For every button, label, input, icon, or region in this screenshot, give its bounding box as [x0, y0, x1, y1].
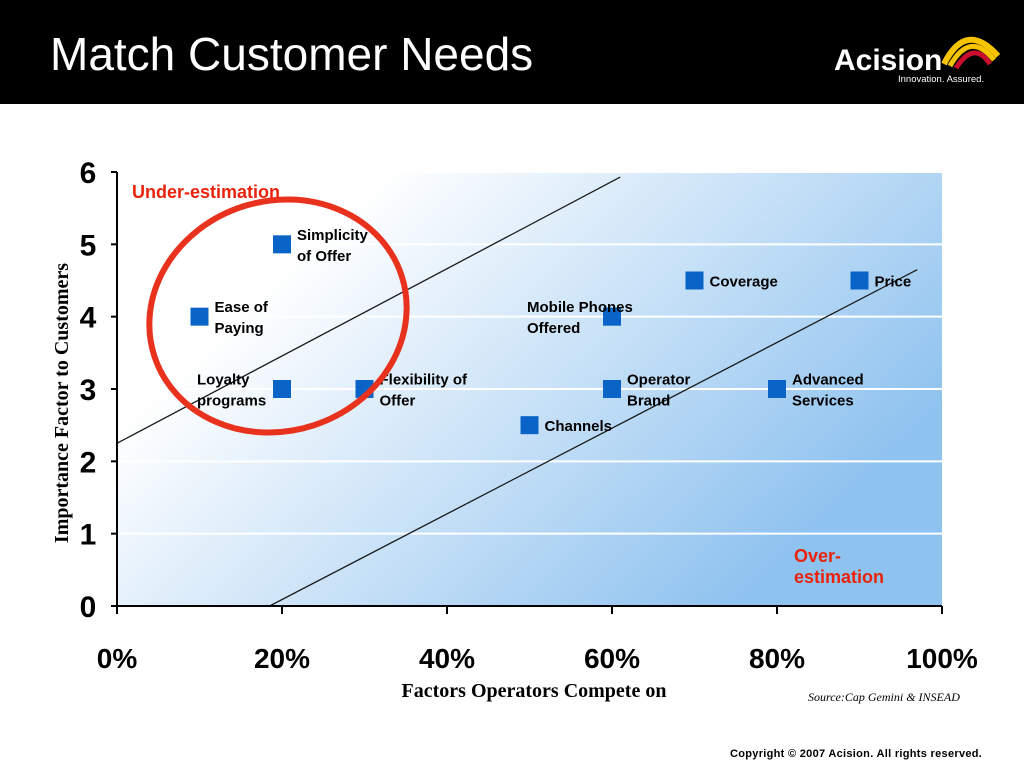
logo-wordmark: Acision	[834, 44, 942, 77]
trend-lines	[117, 176, 918, 606]
grid-lines	[117, 171, 942, 535]
logo-arc-yellow-2	[947, 43, 996, 68]
logo-tagline: Innovation. Assured.	[898, 74, 984, 85]
point-label-6: Price	[875, 274, 912, 291]
axes	[111, 171, 943, 614]
x-tick-label-0: 0%	[97, 643, 138, 674]
scatter-chart: 0 1 2 3 4 5 6 0% 20% 40% 60% 80% 100% Importance Fa…	[51, 157, 978, 702]
y-tick-label-5: 5	[80, 229, 97, 262]
data-point-9	[768, 380, 786, 398]
point-label-3: Flexibility of Offer	[380, 372, 469, 410]
slide-header: Match Customer Needs Acision Innovation.…	[0, 0, 1024, 104]
highlight-ellipse	[146, 196, 410, 436]
point-label-7: Operator Brand	[627, 372, 691, 410]
y-tick-label-4: 4	[80, 302, 97, 335]
point-label-1: Ease of Paying	[215, 299, 269, 337]
region-label-1: Over-estimation	[794, 546, 884, 587]
source-note: Source:Cap Gemini & INSEAD	[808, 690, 960, 704]
data-point-1	[190, 307, 209, 326]
x-tick-label-2: 40%	[419, 643, 475, 674]
copyright-note: Copyright © 2007 Acision. All rights res…	[730, 748, 983, 760]
data-point-7	[603, 380, 621, 398]
data-points: Simplicity of Offer Ease of Paying Loyalty pr…	[190, 227, 912, 435]
x-axis-label: Factors Operators Compete on	[402, 680, 667, 702]
y-tick-label-1: 1	[80, 519, 97, 552]
x-tick-label-5: 100%	[906, 643, 978, 674]
y-tick-label-6: 6	[80, 157, 97, 190]
data-point-2	[273, 380, 291, 398]
x-tick-label-3: 60%	[584, 643, 640, 674]
y-tick-label-3: 3	[80, 374, 97, 407]
y-tick-labels: 0 1 2 3 4 5 6	[80, 157, 97, 624]
point-label-9: Advanced Services	[792, 372, 864, 410]
x-tick-labels: 0% 20% 40% 60% 80% 100%	[97, 643, 978, 674]
point-label-4: Mobile Phones Offered	[527, 299, 633, 337]
trend-line-1	[269, 269, 918, 606]
data-point-6	[850, 271, 869, 290]
trend-line-0	[117, 176, 621, 444]
y-tick-label-2: 2	[80, 446, 97, 479]
acision-logo: Acision Innovation. Assured.	[834, 37, 1001, 85]
x-tick-label-4: 80%	[749, 643, 805, 674]
point-label-0: Simplicity of Offer	[297, 227, 369, 265]
logo-arc-yellow-1	[941, 37, 1001, 66]
data-point-0	[273, 235, 291, 254]
data-point-4	[603, 307, 621, 326]
data-point-5	[685, 271, 704, 290]
region-labels: Under-estimation Over-estimation	[132, 182, 884, 587]
y-axis-label: Importance Factor to Customers	[51, 263, 73, 543]
y-tick-label-0: 0	[80, 591, 97, 624]
x-tick-label-1: 20%	[254, 643, 310, 674]
point-label-5: Coverage	[710, 274, 778, 291]
region-label-0: Under-estimation	[132, 182, 280, 202]
logo-arc-red	[953, 50, 993, 70]
data-point-8	[520, 416, 539, 435]
point-label-2: Loyalty programs	[197, 372, 266, 410]
slide-title: Match Customer Needs	[50, 28, 534, 80]
point-label-8: Channels	[545, 418, 613, 435]
